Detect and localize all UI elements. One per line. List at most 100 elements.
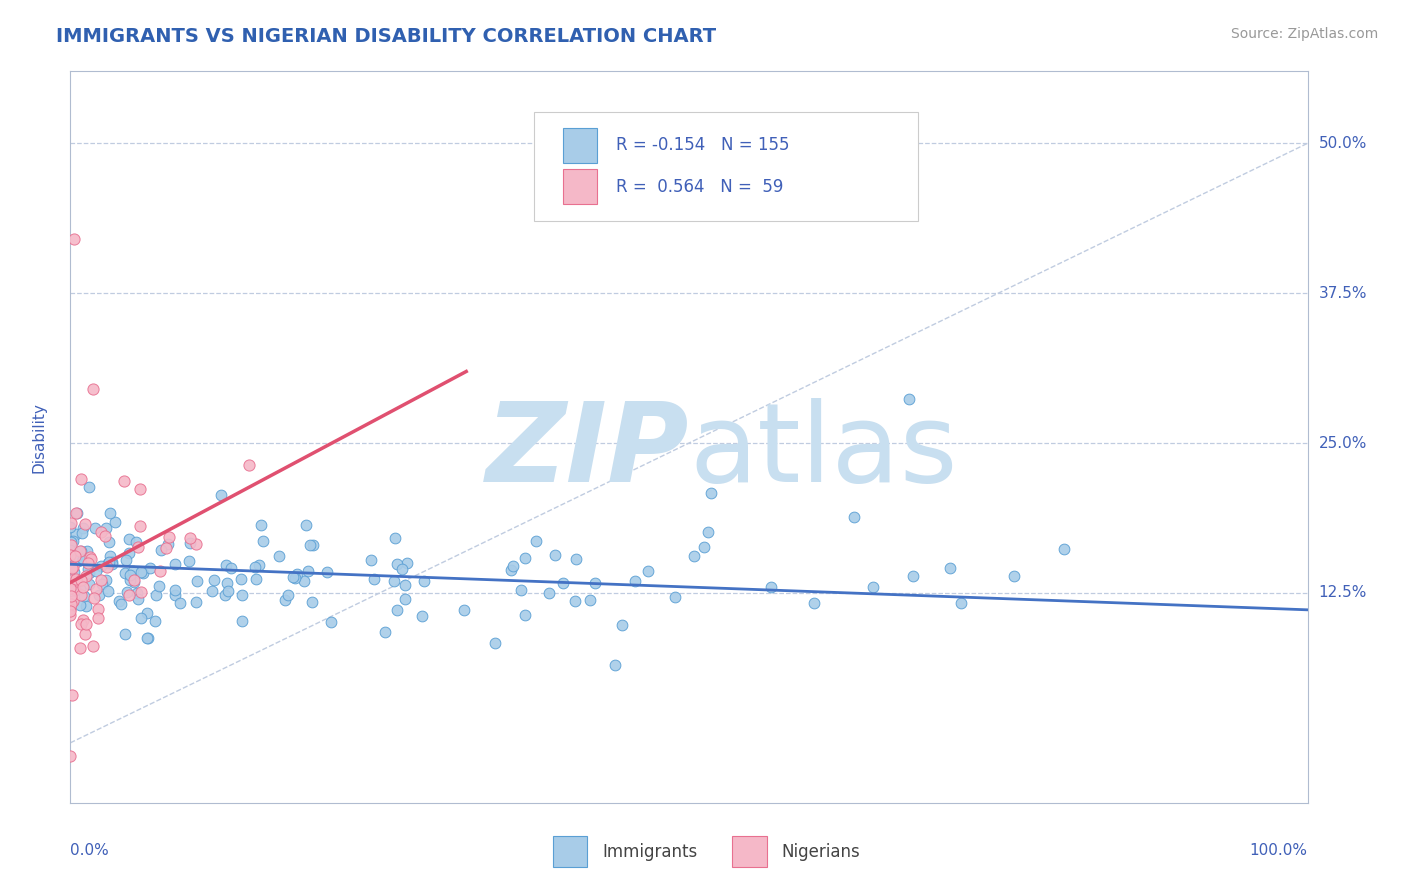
Point (285, 566, 308, 581)
Point (84, 582, 107, 596)
Point (412, 574, 434, 588)
Point (63, 582, 86, 596)
Point (73, 589, 96, 603)
Point (60, 560, 83, 574)
Point (79, 480, 101, 494)
Text: Nigerians: Nigerians (782, 843, 860, 861)
Point (163, 589, 186, 603)
Point (524, 533, 547, 548)
Point (66, 574, 89, 589)
Point (135, 631, 157, 645)
Point (97, 534, 120, 549)
Point (129, 519, 152, 533)
Point (122, 564, 145, 578)
Bar (553, 837, 588, 867)
Point (80, 551, 103, 566)
Point (125, 535, 148, 549)
Point (77, 577, 100, 591)
Point (553, 575, 575, 590)
Point (59, 573, 82, 587)
Point (112, 474, 135, 488)
Point (513, 608, 536, 623)
Point (252, 534, 274, 549)
Point (155, 541, 177, 556)
Point (385, 557, 408, 571)
Point (69, 544, 91, 558)
Point (70, 472, 93, 486)
Point (70, 526, 93, 541)
Point (385, 603, 408, 617)
Point (761, 580, 783, 594)
Point (564, 593, 586, 607)
Point (395, 556, 418, 570)
Point (148, 579, 170, 593)
Point (637, 564, 659, 578)
Point (502, 558, 524, 573)
Point (697, 525, 720, 540)
Text: 0.0%: 0.0% (70, 843, 110, 858)
Point (163, 557, 186, 571)
Text: IMMIGRANTS VS NIGERIAN DISABILITY CORRELATION CHART: IMMIGRANTS VS NIGERIAN DISABILITY CORREL… (56, 27, 717, 45)
Point (86, 611, 108, 625)
Point (319, 615, 342, 630)
Point (157, 530, 180, 544)
Point (231, 588, 253, 602)
Point (543, 548, 565, 562)
Point (65, 527, 87, 541)
Point (238, 458, 260, 472)
Point (284, 571, 307, 585)
Point (60, 688, 83, 702)
Point (1002, 569, 1025, 583)
Point (683, 549, 706, 564)
Point (127, 540, 149, 554)
Point (97, 584, 120, 599)
Point (62, 594, 84, 608)
Point (63, 553, 86, 567)
Point (72, 552, 94, 566)
Point (70, 544, 93, 558)
Point (72, 613, 94, 627)
Point (939, 560, 962, 574)
Point (143, 614, 166, 628)
Point (949, 596, 972, 610)
Point (75, 516, 97, 531)
Point (75, 616, 97, 631)
Point (363, 572, 385, 586)
Point (139, 561, 162, 575)
Point (129, 585, 152, 599)
Point (509, 583, 531, 598)
Point (82, 640, 104, 654)
Point (565, 552, 588, 566)
Point (120, 574, 142, 588)
Point (131, 565, 153, 579)
Point (59, 602, 82, 616)
Text: Source: ZipAtlas.com: Source: ZipAtlas.com (1230, 27, 1378, 41)
Text: Immigrants: Immigrants (602, 843, 697, 861)
Point (79, 566, 101, 581)
Point (96, 559, 118, 574)
Point (65, 573, 87, 587)
Point (100, 555, 122, 569)
Point (72, 521, 94, 535)
Point (59, 597, 82, 611)
Point (391, 562, 413, 576)
Point (87, 602, 110, 616)
Point (583, 576, 606, 591)
Point (101, 557, 124, 571)
Point (76, 556, 98, 570)
Point (69, 640, 91, 655)
Point (513, 550, 536, 565)
Point (664, 590, 686, 604)
Point (302, 538, 325, 552)
FancyBboxPatch shape (534, 112, 918, 221)
Point (692, 540, 714, 554)
Point (118, 588, 141, 602)
Point (97, 555, 120, 569)
Point (59, 593, 82, 607)
Point (250, 518, 273, 533)
Point (136, 631, 159, 645)
Point (89, 559, 111, 574)
Point (83, 591, 105, 606)
Point (316, 566, 339, 580)
Point (243, 560, 266, 574)
